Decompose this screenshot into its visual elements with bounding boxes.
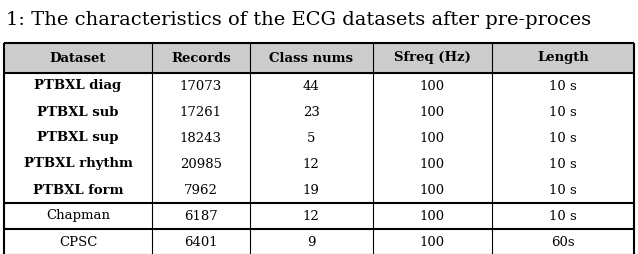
Text: 10 s: 10 s [549,105,577,119]
Text: 17073: 17073 [180,80,222,92]
Text: 44: 44 [303,80,320,92]
Text: PTBXL form: PTBXL form [33,183,123,197]
Text: Chapman: Chapman [46,210,110,223]
Text: 23: 23 [302,105,320,119]
Text: 20985: 20985 [180,157,222,170]
Text: Dataset: Dataset [50,52,106,65]
Text: 7962: 7962 [184,183,218,197]
Text: 10 s: 10 s [549,80,577,92]
Text: 17261: 17261 [180,105,222,119]
Text: 6187: 6187 [184,210,218,223]
Text: PTBXL sub: PTBXL sub [37,105,119,119]
Text: PTBXL rhythm: PTBXL rhythm [24,157,133,170]
Text: 10 s: 10 s [549,132,577,145]
Text: 100: 100 [420,235,445,248]
Text: 100: 100 [420,132,445,145]
Text: Records: Records [171,52,231,65]
Text: 100: 100 [420,210,445,223]
Text: 10 s: 10 s [549,210,577,223]
Text: 100: 100 [420,105,445,119]
Text: 6401: 6401 [184,235,218,248]
Text: PTBXL sup: PTBXL sup [37,132,119,145]
Text: 100: 100 [420,157,445,170]
Text: 9: 9 [307,235,315,248]
Text: 18243: 18243 [180,132,222,145]
Text: 10 s: 10 s [549,183,577,197]
Text: 100: 100 [420,183,445,197]
Text: 60s: 60s [551,235,575,248]
Text: Class nums: Class nums [269,52,353,65]
Text: 100: 100 [420,80,445,92]
Text: 5: 5 [307,132,315,145]
Text: Sfreq (Hz): Sfreq (Hz) [394,52,471,65]
Text: 10 s: 10 s [549,157,577,170]
Text: 19: 19 [302,183,320,197]
Text: 12: 12 [303,210,320,223]
Text: 12: 12 [303,157,320,170]
Text: PTBXL diag: PTBXL diag [34,80,122,92]
Text: CPSC: CPSC [59,235,97,248]
Bar [4,43,634,73]
Text: 1: The characteristics of the ECG datasets after pre-proces: 1: The characteristics of the ECG datase… [6,11,591,29]
Text: Length: Length [537,52,589,65]
